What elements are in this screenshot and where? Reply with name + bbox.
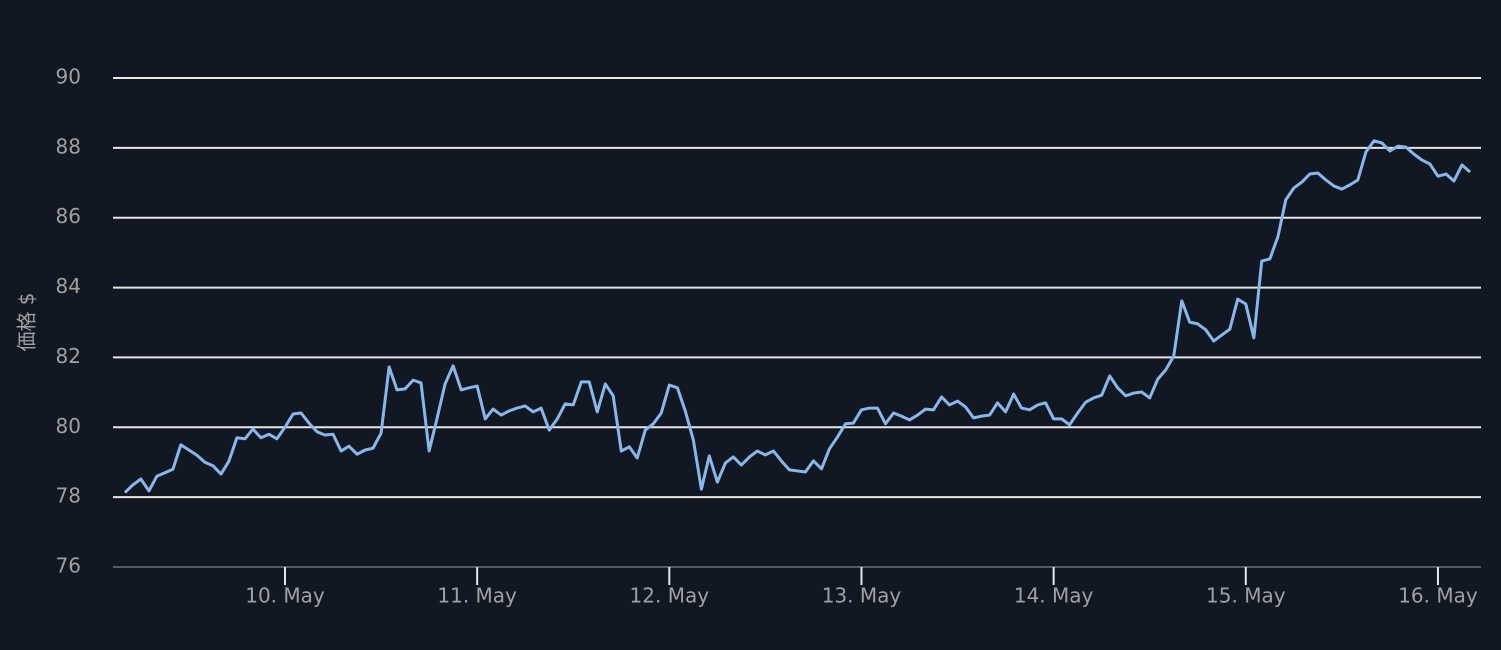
y-tick-label: 90: [56, 65, 81, 89]
x-tick-label: 15. May: [1206, 584, 1286, 608]
line-series: [123, 139, 1472, 494]
x-tick-label: 11. May: [437, 584, 517, 608]
x-tick-label: 16. May: [1398, 584, 1478, 608]
y-tick-label: 82: [56, 344, 81, 368]
x-tick-label: 14. May: [1014, 584, 1094, 608]
y-axis-title: 価格 $: [15, 292, 39, 351]
y-tick-label: 86: [56, 204, 81, 228]
y-tick-label: 84: [56, 274, 81, 298]
x-tick-label: 13. May: [822, 584, 902, 608]
x-tick-label: 10. May: [245, 584, 325, 608]
x-tick-label: 12. May: [630, 584, 710, 608]
y-tick-label: 88: [56, 134, 81, 158]
y-tick-label: 80: [56, 414, 81, 438]
y-tick-label: 78: [56, 484, 81, 508]
y-tick-label: 76: [56, 554, 81, 578]
